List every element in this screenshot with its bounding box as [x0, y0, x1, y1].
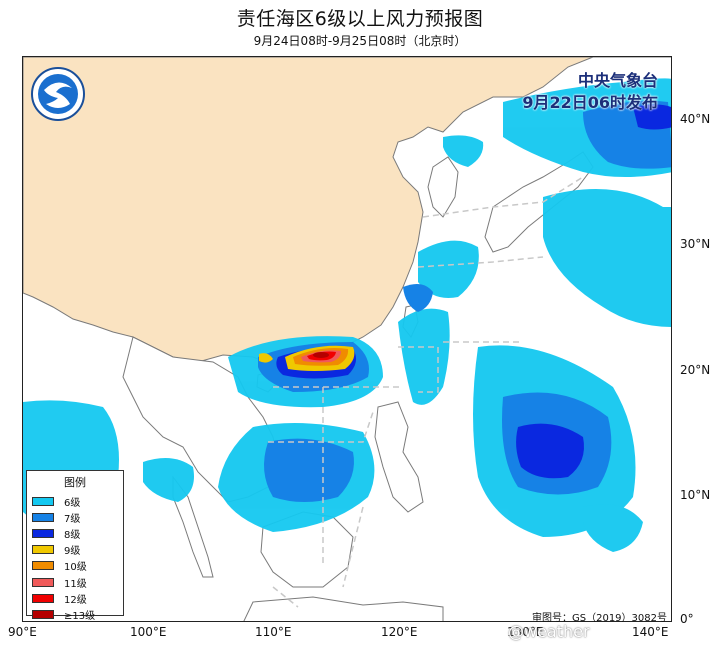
wind-area-level-6 [23, 78, 671, 552]
cma-logo-icon [31, 67, 85, 121]
map-review-number: 审图号：GS（2019）3082号 [532, 613, 667, 624]
lon-label-90: 90°E [8, 625, 37, 639]
legend-label: 7级 [64, 513, 81, 525]
lat-label-10: 10°N [680, 488, 711, 502]
legend-swatch [32, 496, 54, 506]
wind-forecast-map [22, 56, 672, 622]
lon-label-100: 100°E [130, 625, 167, 639]
legend-title: 图例 [64, 476, 86, 489]
legend-label: 9级 [64, 546, 81, 558]
korea-peninsula [427, 156, 459, 218]
legend-item: 8级 [27, 525, 123, 541]
legend-item: 10级 [27, 558, 123, 574]
legend-swatch [32, 609, 54, 619]
japan-islands [484, 151, 594, 253]
legend-swatch [32, 561, 54, 571]
legend-label: 8级 [64, 529, 81, 541]
legend-item: 6级 [27, 493, 123, 509]
legend-item: 11级 [27, 574, 123, 590]
lon-label-140: 140°E [632, 625, 669, 639]
legend-item: 12级 [27, 590, 123, 606]
legend-label: 12级 [64, 594, 87, 606]
legend-label: 6级 [64, 497, 81, 509]
wind-area-level-7 [258, 100, 671, 502]
legend-item: ≥13级 [27, 606, 123, 622]
lat-label-20: 20°N [680, 363, 711, 377]
lat-label-0: 0° [680, 612, 694, 626]
legend-swatch [32, 528, 54, 538]
indonesia-islands [243, 596, 444, 621]
legend-swatch [32, 545, 54, 555]
map-subtitle: 9月24日08时-9月25日08时（北京时） [253, 34, 467, 48]
wind-area-level-13 [313, 352, 329, 358]
legend: 图例 6级 7级 8级 9级 10级 11级 12级 ≥13级 [26, 470, 124, 622]
legend-label: 11级 [64, 578, 87, 590]
legend-item: 9级 [27, 542, 123, 558]
lon-label-130: 130°E [507, 625, 544, 639]
responsibility-zone-lines [268, 176, 584, 608]
legend-label: ≥13级 [64, 610, 96, 622]
lat-label-30: 30°N [680, 237, 711, 251]
publisher-name: 中央气象台 [577, 71, 658, 90]
publish-time: 9月22日06时发布 [522, 93, 658, 112]
publisher-stamp: 中央气象台 9月22日06时发布 [522, 70, 658, 114]
watermark: @weather [508, 622, 590, 641]
legend-swatch [32, 512, 54, 522]
legend-label: 10级 [64, 562, 87, 574]
lon-label-110: 110°E [255, 625, 292, 639]
legend-item: 7级 [27, 509, 123, 525]
legend-swatch [32, 593, 54, 603]
philippines [374, 401, 424, 513]
malay-peninsula [172, 475, 214, 578]
lat-label-40: 40°N [680, 112, 711, 126]
lon-label-120: 120°E [381, 625, 418, 639]
map-canvas [23, 57, 671, 621]
china-land [23, 57, 671, 368]
legend-swatch [32, 577, 54, 587]
map-title: 责任海区6级以上风力预报图 [236, 8, 484, 30]
